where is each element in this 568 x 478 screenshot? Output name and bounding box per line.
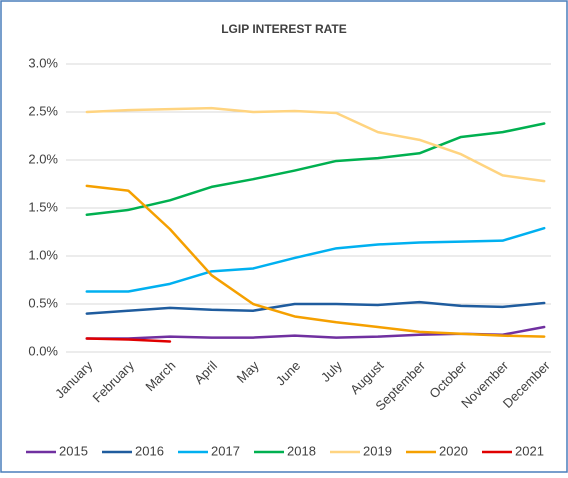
- y-tick-label: 2.0%: [28, 151, 58, 166]
- legend-label: 2021: [515, 443, 544, 458]
- legend-label: 2020: [439, 443, 468, 458]
- line-series: [85, 184, 546, 338]
- chart-title: LGIP INTEREST RATE: [221, 22, 347, 36]
- line-series: [85, 122, 546, 216]
- line-series: [85, 226, 546, 293]
- y-tick-label: 1.0%: [28, 247, 58, 262]
- legend-label: 2016: [135, 443, 164, 458]
- line-series: [85, 300, 546, 315]
- y-tick-label: 0.5%: [28, 295, 58, 310]
- legend-label: 2018: [287, 443, 316, 458]
- line-series: [85, 106, 546, 183]
- legend-label: 2015: [59, 443, 88, 458]
- y-tick-label: 3.0%: [28, 55, 58, 70]
- y-tick-label: 1.5%: [28, 199, 58, 214]
- y-tick-label: 2.5%: [28, 103, 58, 118]
- line-series: [85, 337, 172, 343]
- legend-label: 2017: [211, 443, 240, 458]
- legend-label: 2019: [363, 443, 392, 458]
- y-tick-label: 0.0%: [28, 343, 58, 358]
